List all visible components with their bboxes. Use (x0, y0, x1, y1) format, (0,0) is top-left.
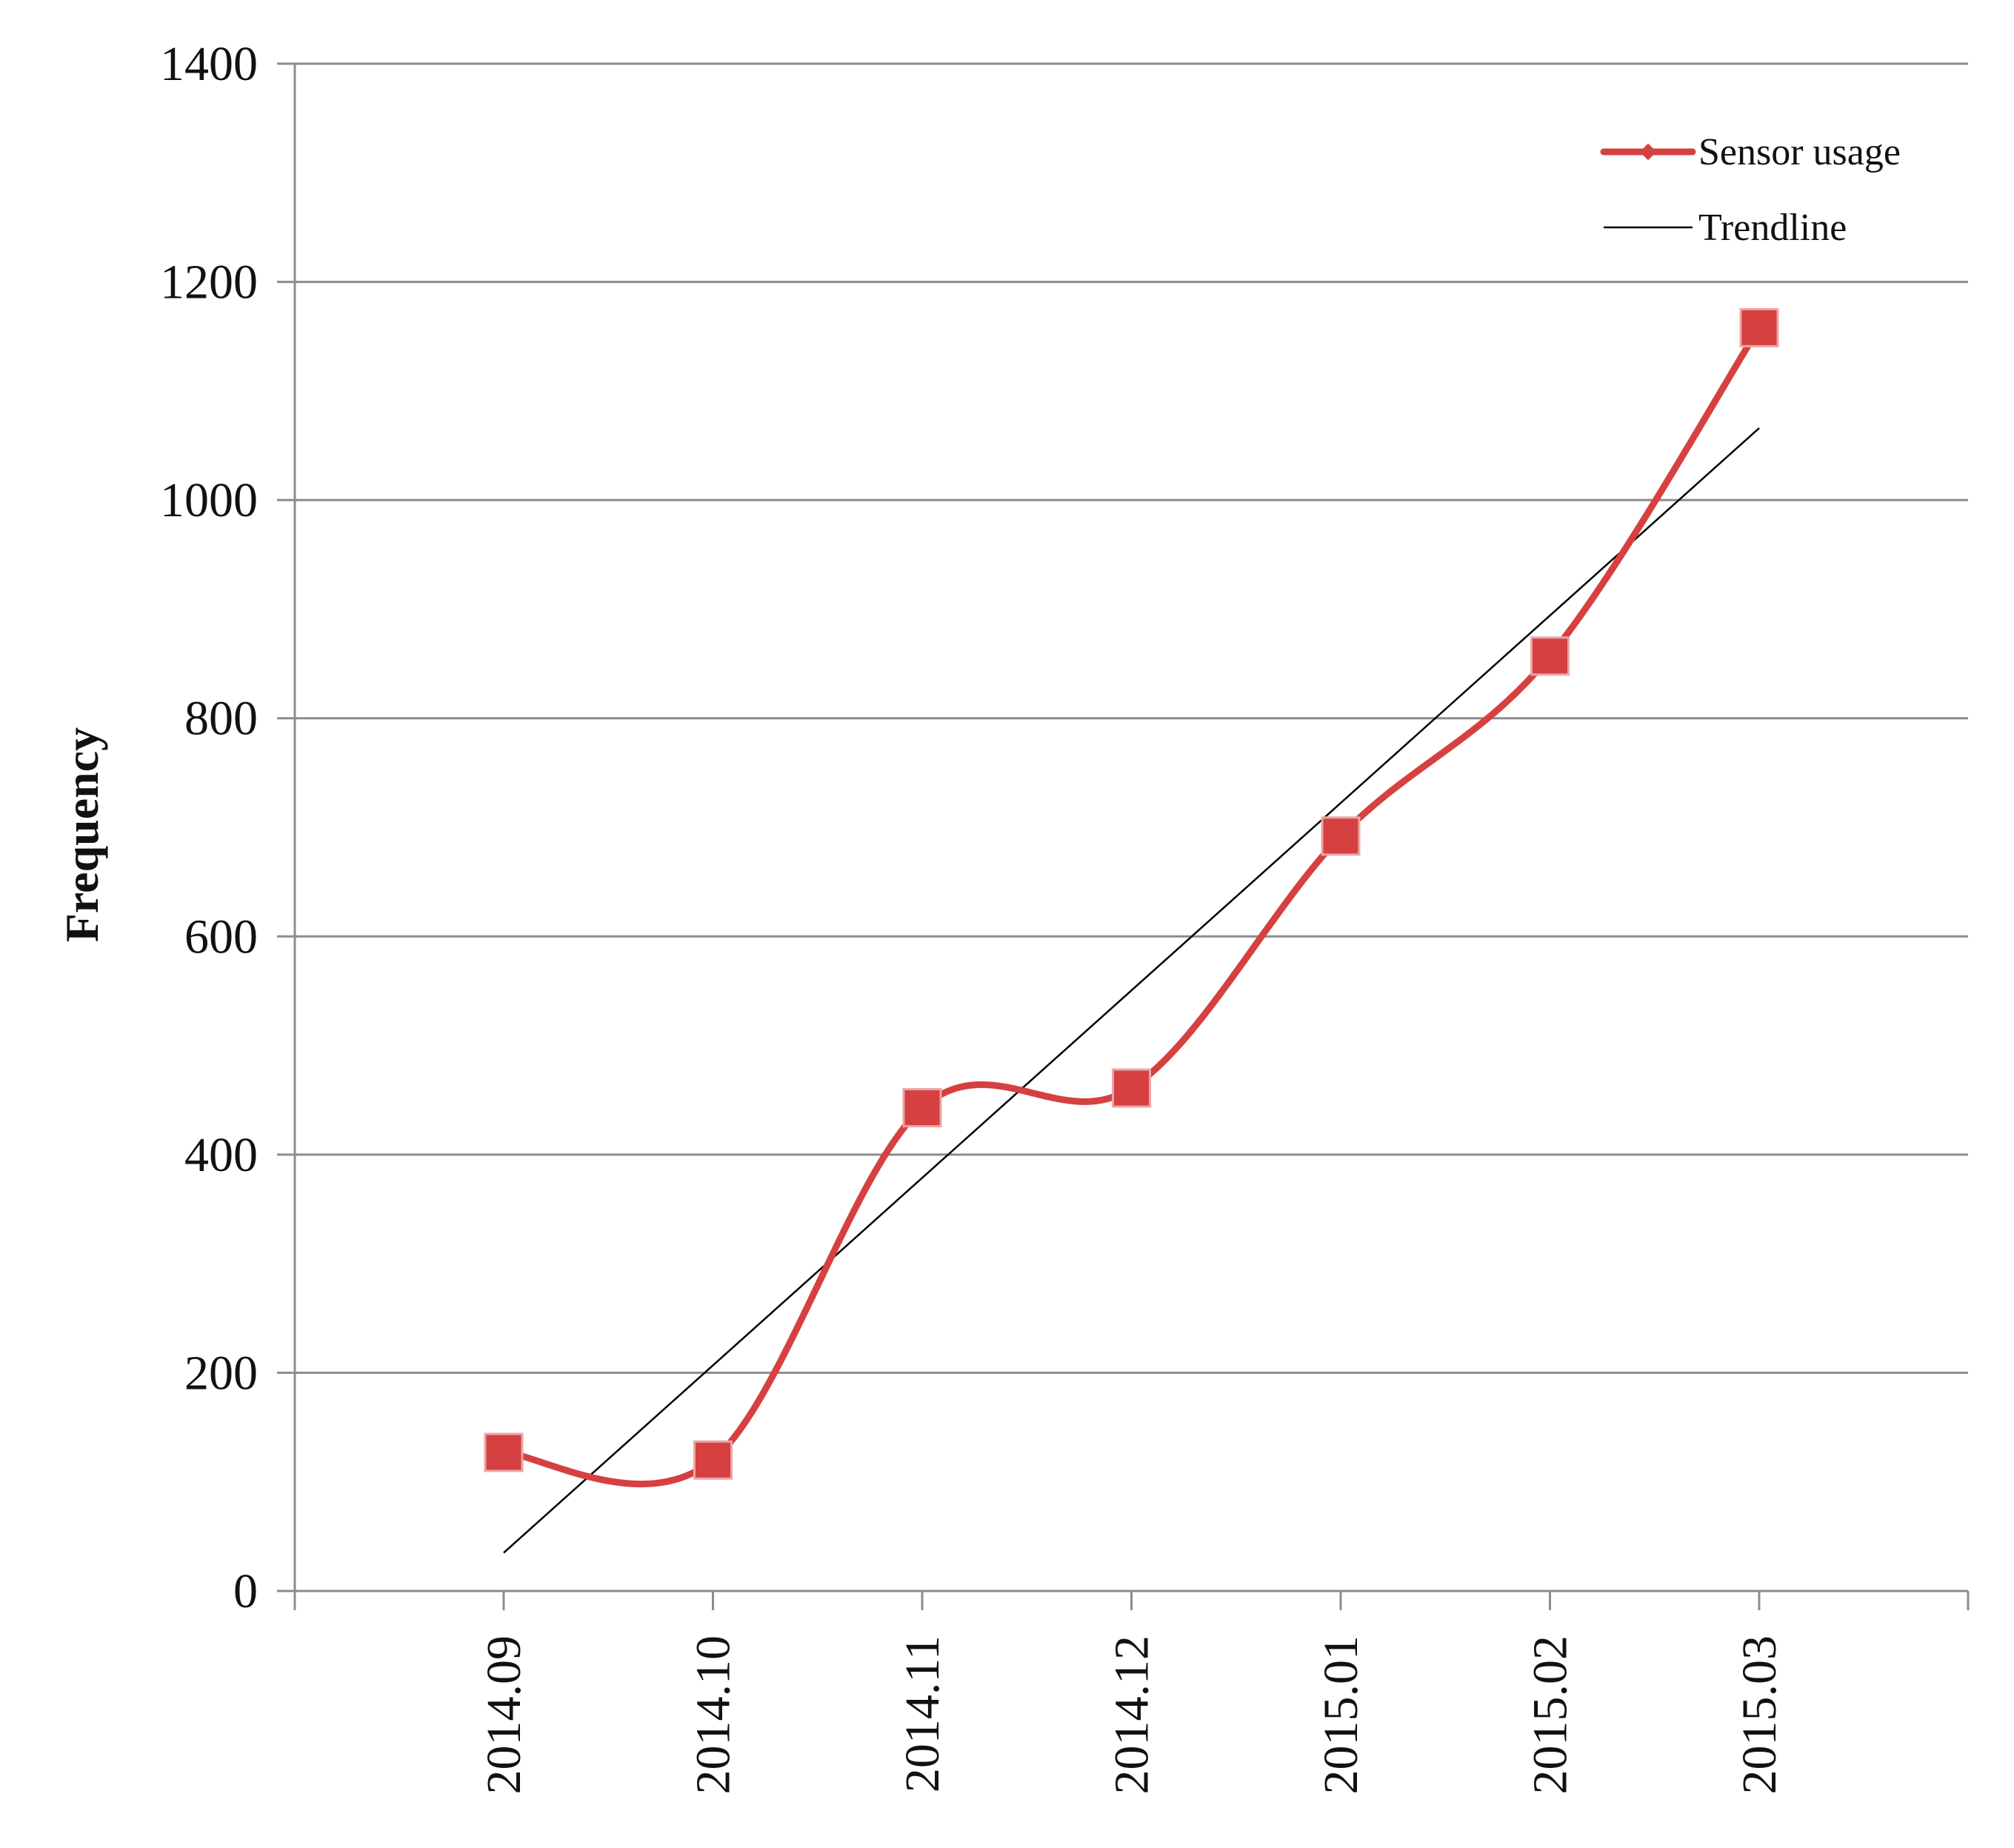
legend: Sensor usage Trendline (1600, 131, 1901, 249)
data-point-marker (484, 1432, 524, 1472)
y-tick-label: 1000 (160, 473, 258, 527)
legend-label: Sensor usage (1698, 131, 1901, 173)
x-tick-label: 2014.09 (477, 1635, 531, 1795)
x-tick-label: 2014.12 (1105, 1635, 1159, 1795)
gridlines (295, 62, 1968, 1374)
data-point-marker (1321, 816, 1361, 856)
y-axis-title: Frequency (56, 727, 108, 942)
data-point-marker (902, 1088, 942, 1128)
y-tick-label: 1200 (160, 256, 258, 310)
x-tick-label: 2014.11 (896, 1635, 950, 1792)
legend-label: Trendline (1698, 207, 1847, 249)
x-tick-label: 2014.10 (687, 1635, 741, 1795)
legend-marker (1639, 143, 1657, 161)
data-point-marker (1739, 307, 1779, 347)
x-tick-label: 2015.03 (1733, 1635, 1787, 1795)
axis-labels: Frequency (56, 727, 108, 942)
series (484, 307, 1779, 1554)
y-tick-label: 1400 (160, 37, 258, 91)
y-tick-label: 400 (184, 1128, 258, 1182)
data-point-marker (693, 1440, 733, 1480)
trendline (503, 427, 1760, 1554)
y-tick-label: 200 (184, 1346, 258, 1400)
x-tick-label: 2015.01 (1314, 1635, 1368, 1795)
x-tick-label: 2015.02 (1524, 1635, 1578, 1795)
data-point-marker (1112, 1068, 1151, 1108)
data-point-marker (1530, 636, 1570, 676)
y-tick-label: 0 (233, 1564, 258, 1618)
y-tick-label: 600 (184, 910, 258, 964)
axes: 0 200 400 600 800 1000 1200 1400 2014.09 2014.10 2… (160, 37, 1970, 1795)
y-tick-label: 800 (184, 692, 258, 746)
